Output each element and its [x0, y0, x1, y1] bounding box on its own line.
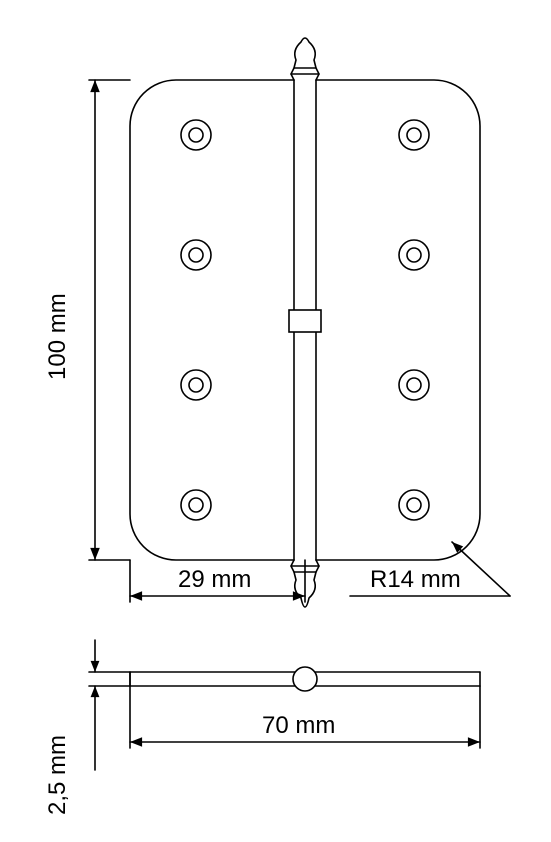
- dim-halfwidth-label: 29 mm: [178, 566, 251, 594]
- dim-thickness-label: 2,5 mm: [44, 735, 72, 815]
- dim-height-label: 100 mm: [44, 293, 72, 380]
- dim-width-label: 70 mm: [262, 712, 335, 740]
- dim-radius-label: R14 mm: [370, 566, 461, 594]
